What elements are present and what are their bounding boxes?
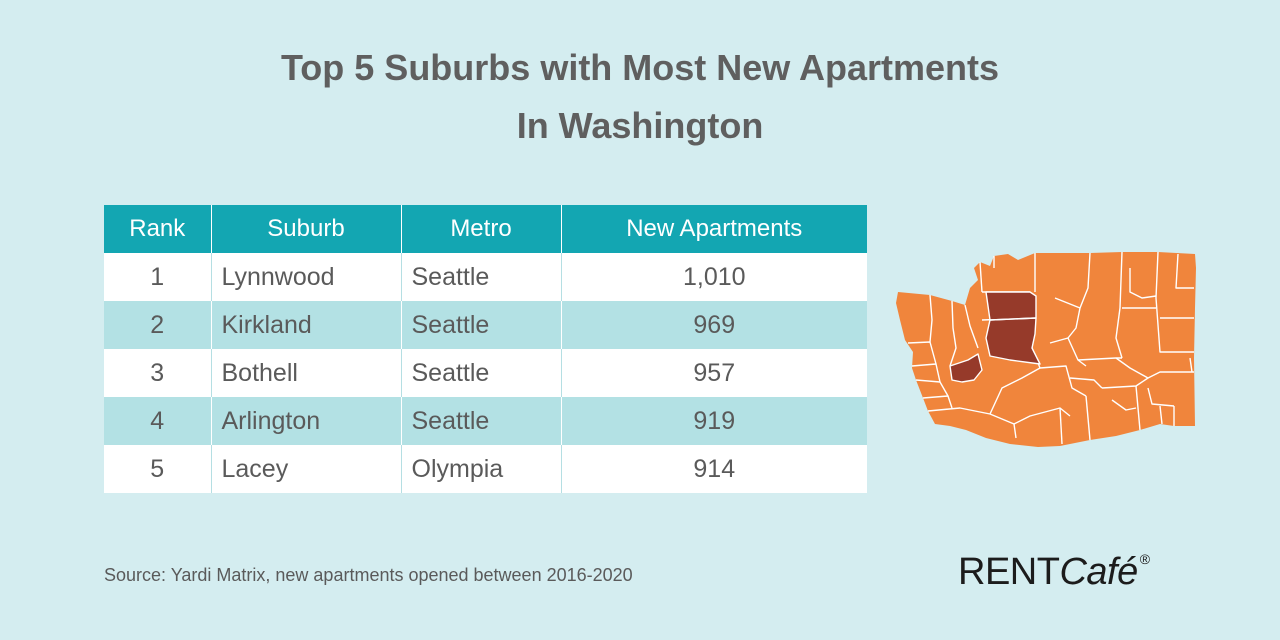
washington-counties-base <box>896 252 1196 447</box>
rank-cell: 5 <box>104 445 212 493</box>
new-apartments-cell: 914 <box>561 445 867 493</box>
column-header-suburb: Suburb <box>211 205 402 253</box>
chart-title-line2: In Washington <box>516 105 764 146</box>
washington-state-map <box>896 251 1196 447</box>
column-header-rank: Rank <box>104 205 212 253</box>
table-row: 2 Kirkland Seattle 969 <box>104 301 867 349</box>
suburb-cell: Lacey <box>211 445 402 493</box>
rank-cell: 3 <box>104 349 212 397</box>
suburb-cell: Kirkland <box>211 301 402 349</box>
metro-cell: Seattle <box>401 301 562 349</box>
rank-cell: 1 <box>104 253 212 301</box>
table-row: 3 Bothell Seattle 957 <box>104 349 867 397</box>
rank-cell: 2 <box>104 301 212 349</box>
column-header-metro: Metro <box>401 205 562 253</box>
suburb-cell: Arlington <box>211 397 402 445</box>
new-apartments-cell: 919 <box>561 397 867 445</box>
rank-cell: 4 <box>104 397 212 445</box>
ranking-table: Rank Suburb Metro New Apartments 1 Lynnw… <box>104 205 867 493</box>
metro-cell: Olympia <box>401 445 562 493</box>
metro-cell: Seattle <box>401 397 562 445</box>
table-header-row: Rank Suburb Metro New Apartments <box>104 205 867 253</box>
table-row: 1 Lynnwood Seattle 1,010 <box>104 253 867 301</box>
metro-cell: Seattle <box>401 349 562 397</box>
new-apartments-cell: 957 <box>561 349 867 397</box>
snohomish-county-highlight <box>986 292 1036 320</box>
highlighted-counties <box>950 292 1040 382</box>
rentcafe-logo: RENTCafé ® <box>958 551 1150 594</box>
logo-cafe: Café <box>1059 551 1138 593</box>
registered-mark: ® <box>1139 551 1150 568</box>
new-apartments-cell: 1,010 <box>561 253 867 301</box>
column-header-new-apartments: New Apartments <box>561 205 867 253</box>
suburb-cell: Lynnwood <box>211 253 402 301</box>
thurston-county-highlight <box>950 354 982 382</box>
source-note: Source: Yardi Matrix, new apartments ope… <box>104 565 633 585</box>
chart-title-line1: Top 5 Suburbs with Most New Apartments <box>280 47 1000 88</box>
washington-state-shape <box>896 252 1196 447</box>
king-county-highlight <box>986 318 1040 364</box>
metro-cell: Seattle <box>401 253 562 301</box>
highlight-borders <box>949 291 1041 383</box>
table-row: 5 Lacey Olympia 914 <box>104 445 867 493</box>
new-apartments-cell: 969 <box>561 301 867 349</box>
table-row: 4 Arlington Seattle 919 <box>104 397 867 445</box>
logo-rent: RENT <box>958 551 1060 593</box>
suburb-cell: Bothell <box>211 349 402 397</box>
